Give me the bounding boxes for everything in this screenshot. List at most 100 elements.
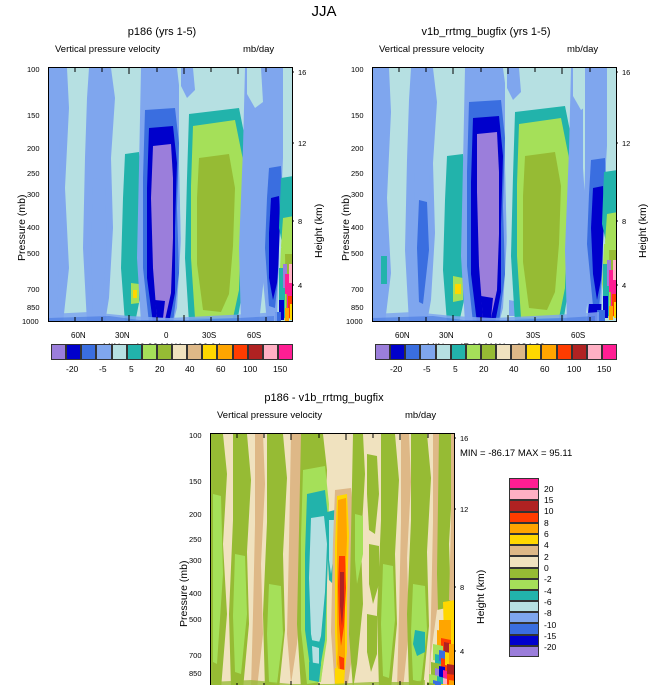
panel-p186-title: p186 (yrs 1-5) [127, 26, 197, 38]
vcb-swatch [509, 478, 539, 490]
lattick: 30N [115, 331, 130, 340]
cb-label: -5 [423, 364, 431, 374]
cb-label: -5 [99, 364, 107, 374]
vcb-swatch [509, 545, 539, 557]
panel-p186-ticks [74, 67, 294, 322]
cb-label: 100 [243, 364, 258, 374]
vcb-label: -8 [544, 608, 552, 618]
panel-diff-minmax: MIN = -86.17 MAX = 95.11 [460, 448, 573, 459]
htick: 8 [460, 583, 465, 592]
panel-v1b-units: mb/day [567, 44, 599, 55]
htick: 8 [298, 217, 303, 226]
cb-swatch [450, 344, 466, 360]
vcb-label: 4 [544, 540, 549, 550]
htick: 4 [298, 281, 303, 290]
cb-label: 5 [453, 364, 458, 374]
panel-v1b-ylabel-right: Height (km) [637, 203, 648, 258]
panel-v1b-varlabel: Vertical pressure velocity [379, 44, 485, 55]
vcb-label: 6 [544, 529, 549, 539]
vcb-swatch [509, 589, 539, 602]
panel-p186-contours [49, 68, 292, 321]
cb-label: 150 [597, 364, 612, 374]
ptick: 250 [351, 169, 364, 178]
cb-swatch [390, 344, 406, 360]
vcb-swatch [509, 533, 539, 546]
cb-swatch [247, 344, 263, 360]
vcb-label: -20 [544, 642, 557, 652]
cb-swatch [96, 344, 112, 360]
htick: 12 [622, 139, 631, 148]
cb-swatch [435, 344, 451, 360]
cb-label: -20 [66, 364, 79, 374]
ptick: 200 [351, 144, 364, 153]
ptick: 150 [189, 477, 202, 486]
cb-label: 60 [540, 364, 550, 374]
vcb-swatch [509, 623, 539, 635]
cb-label: 5 [129, 364, 134, 374]
lattick: 60N [71, 331, 86, 340]
ptick: 700 [189, 651, 202, 660]
vcb-label: -10 [544, 620, 557, 630]
cb-swatch [66, 344, 82, 360]
cb-swatch [405, 344, 421, 360]
vcb-label: -2 [544, 574, 552, 584]
htick: 16 [622, 68, 631, 77]
cb-label: 40 [509, 364, 519, 374]
colorbar-diff-swatches [509, 478, 539, 657]
vcb-label: -4 [544, 586, 552, 596]
ptick: 850 [27, 303, 40, 312]
vcb-swatch [509, 601, 539, 613]
vcb-label: -15 [544, 631, 557, 641]
vcb-label: 20 [544, 484, 554, 494]
vcb-label: 2 [544, 552, 549, 562]
cb-swatch [571, 344, 587, 360]
cb-swatch [556, 344, 572, 360]
cb-swatch [217, 344, 233, 360]
cb-label: 150 [273, 364, 288, 374]
ptick: 200 [189, 510, 202, 519]
htick: 12 [460, 505, 469, 514]
panel-p186-plot [48, 67, 293, 322]
ptick: 100 [351, 65, 364, 74]
cb-swatch [126, 344, 142, 360]
ptick: 850 [351, 303, 364, 312]
cb-label: 20 [155, 364, 165, 374]
ptick: 150 [27, 111, 40, 120]
cb-swatch [202, 344, 218, 360]
panel-v1b-title: v1b_rrtmg_bugfix (yrs 1-5) [421, 26, 551, 38]
ptick: 400 [27, 223, 40, 232]
cb-swatch [511, 344, 527, 360]
vcb-swatch [509, 567, 539, 579]
cb-swatch [187, 344, 203, 360]
htick: 4 [622, 281, 627, 290]
panel-v1b: v1b_rrtmg_bugfix (yrs 1-5) Vertical pres… [324, 26, 648, 353]
vcb-label: 10 [544, 506, 554, 516]
lattick: 0 [164, 331, 169, 340]
ptick: 1000 [184, 683, 201, 685]
cb-swatch [172, 344, 188, 360]
htick: 16 [460, 434, 469, 443]
ptick: 400 [189, 589, 202, 598]
colorbar-swatches [375, 344, 617, 360]
cb-swatch [141, 344, 157, 360]
cb-swatch [480, 344, 496, 360]
panel-diff-ylabel-right: Height (km) [475, 569, 487, 624]
vcb-label: 8 [544, 518, 549, 528]
colorbar-main-right: -20 -5 5 20 40 60 100 150 [375, 344, 617, 384]
panel-v1b-contours [373, 68, 616, 321]
ptick: 150 [351, 111, 364, 120]
cb-swatch [420, 344, 436, 360]
vcb-swatch [509, 578, 539, 590]
cb-swatch [81, 344, 97, 360]
lattick: 30N [439, 331, 454, 340]
figure-title: JJA [311, 3, 337, 20]
colorbar-main-left: -20 -5 5 20 40 60 100 150 [51, 344, 293, 384]
cb-swatch [541, 344, 557, 360]
ptick: 300 [351, 190, 364, 199]
ptick: 250 [27, 169, 40, 178]
ptick: 300 [189, 556, 202, 565]
panel-diff-varlabel: Vertical pressure velocity [217, 410, 323, 421]
vcb-swatch [509, 522, 539, 534]
panel-diff-contours [211, 434, 454, 685]
